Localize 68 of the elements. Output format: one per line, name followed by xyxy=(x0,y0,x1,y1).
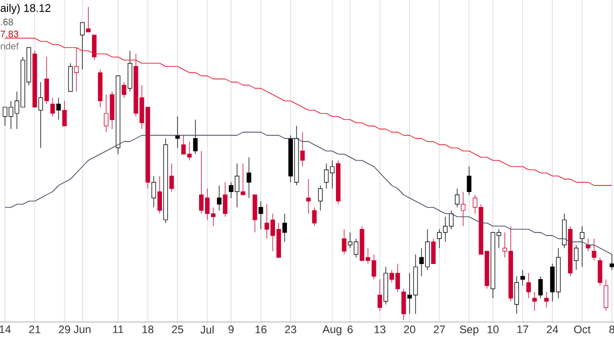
x-tick-label: 16 xyxy=(256,326,266,334)
candlestick xyxy=(56,97,61,120)
candlestick xyxy=(312,207,317,226)
candlestick xyxy=(80,22,85,70)
candlestick xyxy=(44,56,49,104)
x-tick-label: 20 xyxy=(404,326,416,334)
x-tick-label: 13 xyxy=(374,326,386,334)
candlestick xyxy=(151,176,156,208)
candlestick xyxy=(157,176,162,214)
candlestick xyxy=(604,279,608,312)
candlestick xyxy=(342,228,346,255)
candlestick xyxy=(38,82,43,148)
candlestick xyxy=(401,288,406,320)
candlestick xyxy=(574,244,578,270)
candlestick xyxy=(62,100,67,126)
candlestick xyxy=(169,163,174,192)
candlestick xyxy=(258,200,264,230)
annotation: ndef xyxy=(0,42,19,50)
x-tick-label: Aug xyxy=(322,326,342,336)
candlestick xyxy=(532,292,537,312)
candlestick xyxy=(514,276,519,314)
candlestick xyxy=(378,279,382,312)
x-tick-label: 11 xyxy=(113,326,124,334)
candlestick xyxy=(216,185,222,211)
candlestick xyxy=(598,257,602,286)
x-tick-label: 21 xyxy=(29,326,40,334)
candlestick xyxy=(538,276,543,298)
candlestick xyxy=(431,238,436,264)
x-tick-label: 23 xyxy=(285,326,296,334)
x-tick-label: 29 xyxy=(58,326,70,334)
candlestick xyxy=(300,132,305,167)
candlestick xyxy=(282,213,287,242)
candlestick xyxy=(175,116,180,148)
x-tick-label: 14 xyxy=(0,326,11,334)
candlestick xyxy=(122,82,126,98)
x-tick-label: 10 xyxy=(488,326,499,334)
x-tick-label: 24 xyxy=(546,326,558,334)
x-tick-label: 9 xyxy=(228,326,234,334)
candlestick xyxy=(306,178,311,214)
candlestick xyxy=(610,254,614,270)
x-tick-label: 6 xyxy=(348,326,353,334)
candlestick xyxy=(520,270,525,286)
candlestick xyxy=(193,119,198,154)
candlestick xyxy=(592,238,596,261)
candlestick xyxy=(318,185,323,211)
x-tick-label: Oct xyxy=(574,326,591,334)
annotation: 7.83 xyxy=(0,30,18,38)
candlestick xyxy=(86,6,91,32)
x-tick-label: Jul xyxy=(200,326,214,334)
candlestick xyxy=(240,163,246,196)
candlestick xyxy=(246,156,252,198)
candlestick xyxy=(222,182,228,218)
candlestick xyxy=(526,272,531,298)
x-tick-label: 18 xyxy=(142,326,154,334)
candlestick xyxy=(580,226,584,268)
candlestick xyxy=(466,166,472,196)
x-tick-label: 27 xyxy=(434,326,445,334)
annotation: aily) 18.12 xyxy=(0,4,50,14)
candlestick xyxy=(586,238,590,252)
x-tick-label: 25 xyxy=(172,326,184,334)
x-tick-label: Sep xyxy=(460,326,478,336)
candlestick xyxy=(92,34,97,60)
x-tick-label: Jun xyxy=(74,326,90,334)
annotation: .68 xyxy=(1,18,13,26)
x-tick-label: 8 xyxy=(609,326,614,334)
candlestick xyxy=(544,292,549,308)
candlestick xyxy=(50,97,55,117)
x-tick-label: 17 xyxy=(517,326,528,334)
